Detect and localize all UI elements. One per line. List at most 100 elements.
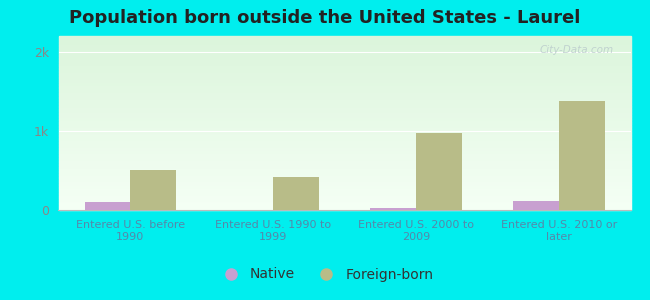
Bar (58, 184, 630, 185)
Bar (58, 178, 630, 179)
Bar (58, 203, 630, 204)
Bar (513, 201, 559, 210)
Bar (58, 175, 630, 177)
Bar (58, 191, 630, 193)
Bar (58, 88, 630, 90)
Bar (559, 101, 604, 210)
Legend: Native, Foreign-born: Native, Foreign-born (211, 262, 439, 287)
Bar (58, 127, 630, 129)
Bar (58, 174, 630, 175)
Bar (58, 142, 630, 143)
Bar (58, 188, 630, 190)
Bar (58, 71, 630, 72)
Bar (84, 202, 130, 210)
Bar (58, 42, 630, 43)
Bar (58, 162, 630, 164)
Bar (58, 43, 630, 45)
Bar (58, 197, 630, 198)
Bar (58, 72, 630, 74)
Bar (58, 61, 630, 62)
Bar (58, 136, 630, 137)
Bar (58, 201, 630, 203)
Bar (58, 110, 630, 111)
Bar (58, 167, 630, 168)
Bar (58, 146, 630, 148)
Bar (58, 49, 630, 50)
Bar (58, 46, 630, 48)
Bar (58, 87, 630, 88)
Bar (58, 158, 630, 159)
Bar (58, 165, 630, 166)
Bar (58, 159, 630, 161)
Bar (58, 75, 630, 76)
Bar (58, 152, 630, 154)
Bar (58, 181, 630, 182)
Bar (58, 194, 630, 196)
Bar (58, 154, 630, 155)
Bar (58, 65, 630, 67)
Bar (58, 206, 630, 207)
Bar (58, 39, 630, 40)
Bar (58, 62, 630, 64)
Bar (58, 95, 630, 97)
Bar (58, 187, 630, 188)
Bar (58, 133, 630, 135)
Bar (58, 120, 630, 122)
Bar (58, 91, 630, 92)
Bar (58, 109, 630, 110)
Bar (58, 182, 630, 184)
Bar (58, 132, 630, 133)
Text: City-Data.com: City-Data.com (540, 45, 614, 55)
Bar (58, 48, 630, 49)
Bar (58, 114, 630, 116)
Bar (58, 207, 630, 208)
Bar (58, 177, 630, 178)
Bar (58, 68, 630, 69)
Bar (58, 171, 630, 172)
Bar (58, 100, 630, 101)
Bar (58, 126, 630, 127)
Bar (58, 200, 630, 201)
Bar (58, 122, 630, 123)
Bar (58, 55, 630, 56)
Bar (58, 145, 630, 146)
Bar (58, 172, 630, 174)
Bar (58, 169, 630, 171)
Bar (58, 50, 630, 52)
Bar (58, 149, 630, 151)
Bar (58, 204, 630, 206)
Bar (58, 151, 630, 152)
Bar (58, 104, 630, 106)
Bar (58, 190, 630, 191)
Bar (58, 113, 630, 114)
Bar (58, 116, 630, 117)
Bar (58, 97, 630, 98)
Bar (58, 82, 630, 84)
Bar (58, 90, 630, 91)
Bar (58, 45, 630, 46)
Bar (58, 98, 630, 100)
Bar (58, 94, 630, 95)
Bar (58, 85, 630, 87)
Bar (58, 56, 630, 58)
Bar (58, 80, 630, 81)
Bar (58, 198, 630, 200)
Bar (58, 76, 630, 78)
Bar (273, 177, 318, 210)
Bar (58, 193, 630, 194)
Bar (58, 156, 630, 158)
Bar (58, 78, 630, 80)
Bar (58, 155, 630, 156)
Bar (58, 69, 630, 71)
Bar (58, 74, 630, 75)
Bar (58, 130, 630, 132)
Bar (58, 161, 630, 162)
Bar (58, 196, 630, 197)
Bar (58, 140, 630, 142)
Bar (58, 148, 630, 149)
Bar (58, 143, 630, 145)
Bar (58, 111, 630, 113)
Bar (58, 81, 630, 82)
Bar (58, 179, 630, 181)
Bar (370, 208, 416, 210)
